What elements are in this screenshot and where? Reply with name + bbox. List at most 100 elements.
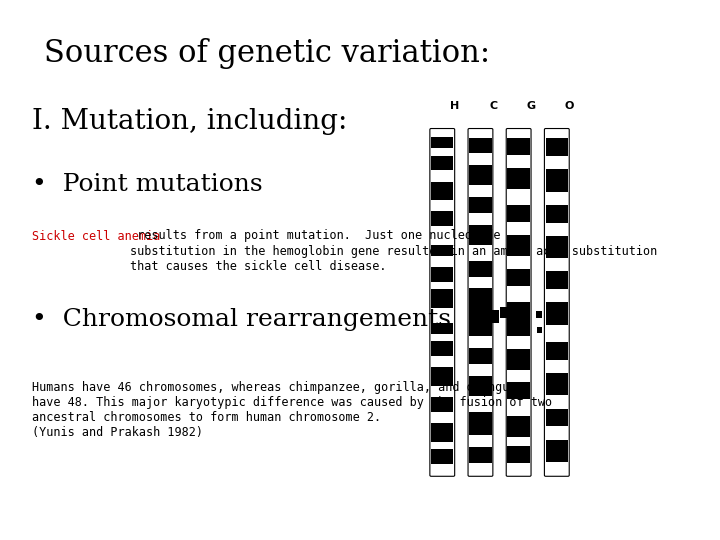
- Bar: [469, 213, 492, 225]
- Bar: [546, 236, 568, 258]
- Bar: [492, 309, 499, 323]
- Bar: [546, 325, 568, 342]
- Bar: [508, 138, 530, 155]
- Bar: [469, 396, 492, 411]
- Bar: [431, 323, 454, 334]
- Bar: [546, 440, 568, 462]
- Bar: [546, 373, 568, 395]
- Bar: [431, 341, 454, 356]
- Bar: [431, 148, 454, 156]
- Bar: [508, 446, 530, 463]
- Bar: [469, 153, 492, 165]
- Bar: [546, 192, 568, 205]
- Bar: [469, 364, 492, 376]
- Text: Humans have 46 chromosomes, whereas chimpanzee, gorilla, and orangutan
have 48. : Humans have 46 chromosomes, whereas chim…: [32, 381, 552, 438]
- Bar: [508, 437, 530, 446]
- Bar: [431, 449, 454, 464]
- Bar: [546, 289, 568, 302]
- Bar: [508, 382, 530, 400]
- Bar: [431, 308, 454, 323]
- Bar: [508, 155, 530, 167]
- Bar: [431, 356, 454, 367]
- Bar: [469, 411, 492, 435]
- Text: H: H: [451, 100, 459, 111]
- Bar: [431, 181, 454, 200]
- Text: •  Chromosomal rearrangements: • Chromosomal rearrangements: [32, 308, 451, 331]
- Bar: [431, 397, 454, 412]
- Bar: [431, 156, 454, 171]
- Bar: [469, 435, 492, 448]
- Bar: [469, 225, 492, 245]
- Bar: [469, 261, 492, 276]
- Bar: [546, 156, 568, 170]
- Bar: [469, 130, 492, 138]
- Bar: [546, 395, 568, 409]
- Bar: [546, 258, 568, 272]
- Text: O: O: [565, 100, 575, 111]
- Bar: [431, 367, 454, 386]
- Bar: [431, 256, 454, 267]
- Bar: [431, 137, 454, 148]
- Bar: [508, 188, 530, 205]
- Bar: [546, 205, 568, 222]
- Bar: [508, 256, 530, 269]
- Bar: [508, 205, 530, 222]
- Bar: [537, 327, 542, 333]
- Bar: [546, 302, 568, 325]
- Bar: [546, 130, 568, 138]
- Bar: [469, 185, 492, 197]
- Bar: [469, 288, 492, 336]
- Bar: [500, 307, 508, 318]
- Text: I. Mutation, including:: I. Mutation, including:: [32, 108, 347, 135]
- Bar: [469, 376, 492, 396]
- Text: G: G: [527, 100, 536, 111]
- Bar: [469, 463, 492, 475]
- Bar: [469, 138, 492, 153]
- Bar: [431, 423, 454, 442]
- Bar: [508, 302, 530, 336]
- Bar: [431, 412, 454, 423]
- Bar: [469, 165, 492, 185]
- Bar: [431, 130, 454, 137]
- Text: Sources of genetic variation:: Sources of genetic variation:: [44, 38, 490, 69]
- Text: C: C: [489, 100, 498, 111]
- Bar: [536, 311, 542, 318]
- Bar: [508, 286, 530, 302]
- Bar: [546, 342, 568, 360]
- Bar: [469, 336, 492, 348]
- Bar: [431, 442, 454, 449]
- Text: Sickle cell anemia: Sickle cell anemia: [32, 230, 160, 242]
- Bar: [546, 409, 568, 427]
- Bar: [508, 130, 530, 138]
- Bar: [546, 360, 568, 373]
- Bar: [431, 200, 454, 211]
- Bar: [508, 416, 530, 437]
- Bar: [431, 267, 454, 282]
- Bar: [431, 171, 454, 181]
- Bar: [431, 282, 454, 289]
- Bar: [431, 289, 454, 308]
- Bar: [431, 464, 454, 475]
- Bar: [431, 211, 454, 226]
- Bar: [508, 400, 530, 416]
- Bar: [508, 269, 530, 286]
- Bar: [508, 222, 530, 235]
- Bar: [546, 427, 568, 440]
- Bar: [508, 167, 530, 188]
- Bar: [469, 348, 492, 364]
- Bar: [508, 336, 530, 349]
- Bar: [508, 463, 530, 475]
- Bar: [546, 222, 568, 236]
- Bar: [469, 197, 492, 213]
- Bar: [546, 170, 568, 192]
- Bar: [431, 245, 454, 256]
- Bar: [546, 462, 568, 475]
- Bar: [469, 448, 492, 463]
- Bar: [431, 226, 454, 245]
- Bar: [508, 349, 530, 370]
- Text: •  Point mutations: • Point mutations: [32, 173, 263, 196]
- Text: results from a point mutation.  Just one nucleotide
substitution in the hemoglob: results from a point mutation. Just one …: [130, 230, 657, 273]
- Bar: [431, 334, 454, 341]
- Bar: [508, 235, 530, 256]
- Bar: [469, 276, 492, 288]
